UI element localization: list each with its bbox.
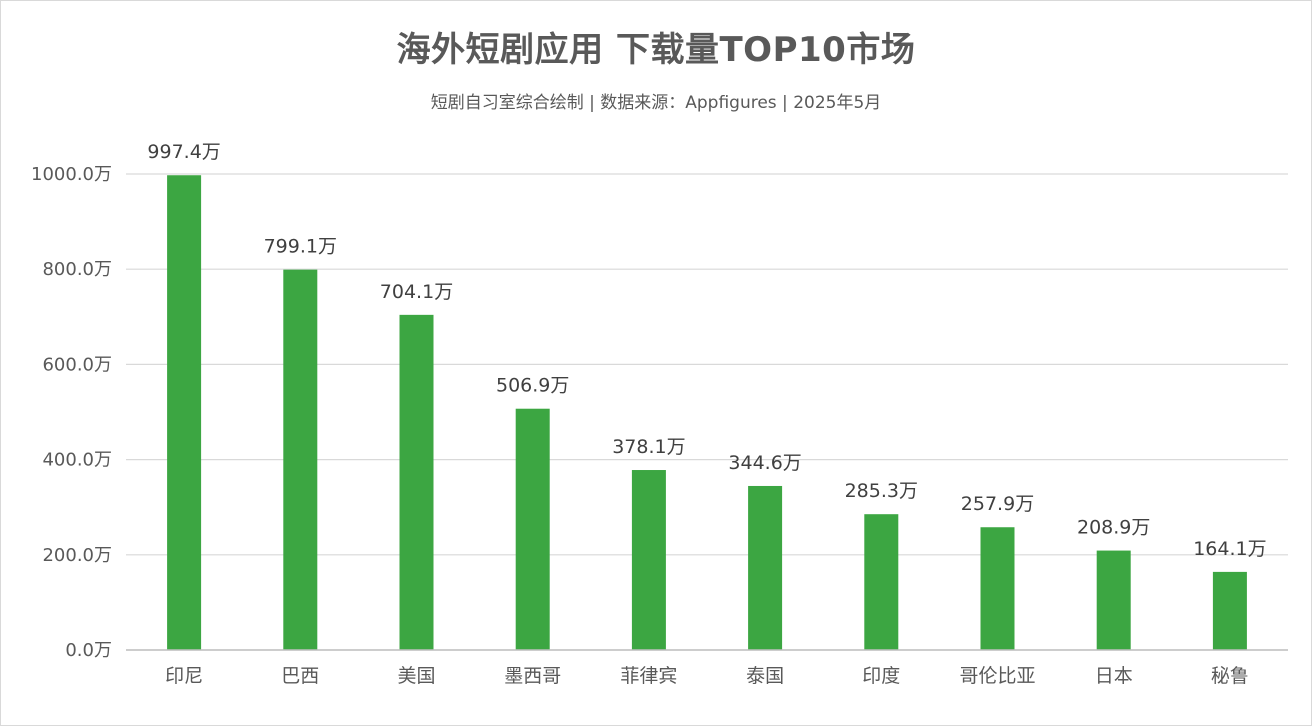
- bar-秘鲁: [1212, 571, 1247, 650]
- y-tick-label: 600.0万: [42, 354, 112, 375]
- y-tick-label: 1000.0万: [31, 164, 112, 185]
- bar-巴西: [283, 269, 318, 650]
- data-label: 378.1万: [612, 436, 685, 458]
- data-label: 257.9万: [961, 493, 1034, 515]
- x-category-label: 秘鲁: [1211, 665, 1249, 687]
- bar-印尼: [167, 175, 202, 650]
- y-tick-label: 400.0万: [42, 450, 112, 471]
- x-category-label: 美国: [397, 665, 435, 687]
- bar-美国: [399, 314, 434, 650]
- x-category-label: 巴西: [281, 665, 319, 687]
- bar-日本: [1096, 550, 1131, 650]
- x-category-label: 日本: [1095, 665, 1133, 687]
- data-label: 164.1万: [1193, 538, 1266, 560]
- bar-泰国: [748, 485, 783, 650]
- x-category-label: 哥伦比亚: [959, 665, 1035, 687]
- bar-墨西哥: [515, 408, 550, 650]
- data-label: 997.4万: [147, 141, 220, 163]
- bar-印度: [864, 514, 899, 650]
- x-category-label: 印度: [862, 665, 900, 687]
- bar-哥伦比亚: [980, 527, 1015, 650]
- data-label: 506.9万: [496, 375, 569, 397]
- y-tick-label: 800.0万: [42, 259, 112, 280]
- data-label: 208.9万: [1077, 517, 1150, 539]
- x-category-label: 印尼: [165, 665, 203, 687]
- bar-菲律宾: [631, 470, 666, 650]
- data-label: 344.6万: [728, 452, 801, 474]
- chart-title: 海外短剧应用 下载量TOP10市场: [396, 30, 916, 70]
- x-category-label: 墨西哥: [504, 665, 561, 687]
- x-category-label: 菲律宾: [620, 665, 677, 687]
- y-tick-label: 0.0万: [65, 640, 112, 661]
- chart-subtitle: 短剧自习室综合绘制 | 数据来源：Appfigures | 2025年5月: [430, 93, 882, 113]
- y-tick-label: 200.0万: [42, 545, 112, 566]
- data-label: 799.1万: [264, 236, 337, 258]
- data-label: 285.3万: [845, 480, 918, 502]
- x-category-label: 泰国: [746, 665, 784, 687]
- data-label: 704.1万: [380, 281, 453, 303]
